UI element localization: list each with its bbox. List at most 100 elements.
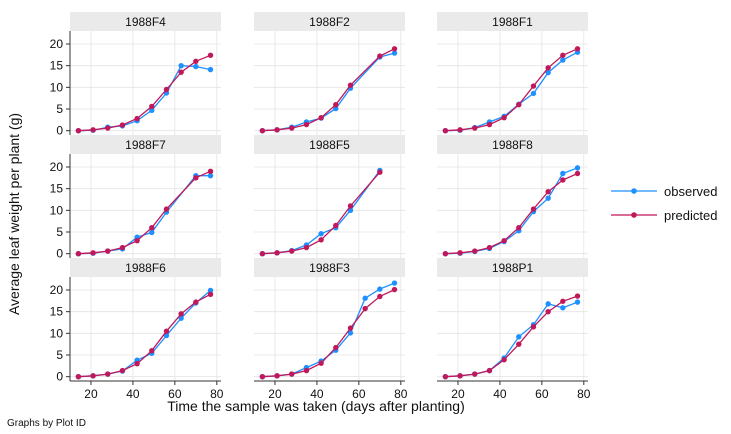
data-point-predicted [501,237,507,244]
series-line-predicted [445,172,578,255]
data-point-predicted [75,373,82,380]
x-tick-label: 40 [126,387,140,401]
data-point-predicted [472,371,478,377]
data-point-observed [207,287,214,294]
data-point-predicted [274,250,280,256]
data-point-observed [560,57,566,63]
data-point-predicted [377,293,383,300]
data-point-predicted [119,122,126,128]
y-axis-label: Average leaf weight per plant (g) [6,113,22,315]
data-point-predicted [333,222,339,229]
panel-header [254,135,405,154]
panel-header [254,258,405,277]
y-tick-label: 5 [56,348,63,362]
data-point-observed [347,207,354,214]
data-point-observed [333,105,339,112]
x-axis-label: Time the sample was taken (days after pl… [167,398,465,414]
panel-1988F4: 1988F4 0 5 10 15 20 [50,12,221,138]
data-point-predicted [289,371,295,377]
data-point-predicted [545,65,551,71]
y-tick-label: 0 [56,124,63,138]
panel-title: 1988F6 [125,261,166,275]
data-point-predicted [347,325,354,331]
data-point-observed [545,301,551,307]
data-point-observed [149,229,155,236]
data-point-predicted [516,341,522,347]
data-point-predicted [574,46,581,52]
data-point-predicted [442,127,449,134]
panel-1988F6: 1988F6 0 5 10 15 20 20 40 60 80 [50,258,224,401]
data-point-observed [560,170,566,177]
data-point-predicted [193,175,199,181]
y-tick-label: 20 [50,160,64,174]
data-point-observed [207,172,214,179]
series-line-predicted [262,289,395,378]
panel-1988F3: 1988F3 20 40 60 80 [254,258,408,401]
y-tick-label: 10 [50,80,64,94]
data-point-observed [545,69,551,76]
panel-header [70,258,221,277]
data-point-predicted [289,125,295,131]
y-tick-label: 5 [56,225,63,239]
data-point-predicted [193,58,199,65]
data-point-predicted [501,357,507,363]
panel-title: 1988F4 [125,15,166,29]
data-point-predicted [75,250,82,257]
panel-title: 1988F3 [309,261,350,275]
data-point-predicted [119,367,126,374]
legend-label-predicted: predicted [664,208,717,223]
y-tick-label: 20 [50,37,64,51]
data-point-predicted [516,224,522,231]
data-point-predicted [472,125,478,131]
panel-title: 1988F2 [309,15,350,29]
data-point-predicted [163,86,170,93]
series-line-predicted [445,48,578,132]
x-tick-label: 20 [84,387,98,401]
data-point-predicted [318,114,324,121]
y-tick-label: 10 [50,203,64,217]
y-tick-label: 0 [56,247,63,261]
x-tick-label: 60 [352,387,366,401]
data-point-predicted [362,305,368,312]
data-point-observed [178,315,184,321]
data-point-predicted [457,373,463,379]
data-point-predicted [545,189,551,195]
data-point-predicted [457,250,463,256]
data-point-observed [545,195,551,201]
x-tick-label: 40 [310,387,324,401]
data-point-predicted [560,298,566,304]
data-point-observed [149,107,155,114]
data-point-predicted [303,367,310,374]
data-point-predicted [391,46,398,52]
panel-title: 1988F5 [309,138,350,152]
data-point-predicted [207,291,214,298]
data-point-predicted [377,169,383,175]
panel-header [70,135,221,154]
data-point-observed [391,50,398,56]
series-line-predicted [445,295,578,378]
data-point-predicted [486,244,493,251]
data-point-predicted [377,53,383,59]
data-point-predicted [90,373,96,379]
data-point-observed [163,332,170,339]
data-point-predicted [178,69,184,75]
x-tick-label: 80 [577,387,591,401]
data-point-predicted [303,244,310,251]
data-point-observed [193,63,199,70]
x-tick-label: 20 [268,387,282,401]
data-point-predicted [149,103,155,110]
data-point-predicted [207,168,214,175]
panel-header [437,258,588,277]
series-line-predicted [78,293,211,378]
x-tick-label: 20 [451,387,465,401]
data-point-predicted [259,127,266,134]
data-point-predicted [318,237,324,243]
data-point-predicted [472,248,478,254]
data-point-predicted [347,82,354,88]
data-point-predicted [457,127,463,133]
y-tick-label: 5 [56,102,63,116]
data-point-predicted [149,224,155,231]
data-point-predicted [501,114,507,121]
